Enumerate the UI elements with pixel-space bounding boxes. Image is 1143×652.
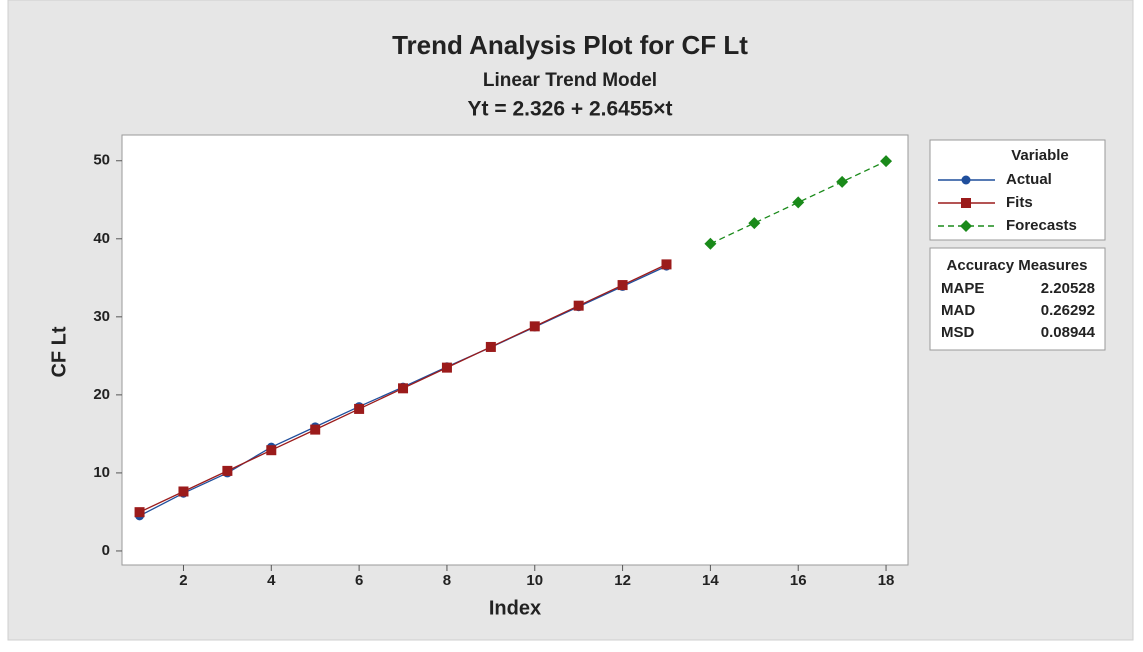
x-tick-label: 12: [614, 572, 631, 589]
chart-subtitle: Linear Trend Model: [483, 70, 657, 91]
x-axis-label: Index: [489, 597, 541, 619]
data-point: [704, 237, 717, 250]
legend-marker: [960, 220, 972, 232]
legend-label: Actual: [1006, 171, 1052, 188]
data-point: [354, 403, 365, 414]
measure-value: 0.08944: [1041, 324, 1096, 341]
x-tick-label: 18: [878, 572, 895, 589]
data-point: [266, 445, 277, 456]
measure-name: MSD: [941, 324, 975, 341]
legend-title: Variable: [1011, 147, 1069, 164]
data-point: [441, 362, 452, 373]
measure-value: 0.26292: [1041, 302, 1095, 319]
x-tick-label: 14: [702, 572, 719, 589]
data-point: [617, 280, 628, 291]
legend-label: Forecasts: [1006, 217, 1077, 234]
y-tick-label: 50: [93, 152, 110, 169]
y-tick-label: 20: [93, 386, 110, 403]
x-tick-label: 4: [267, 572, 276, 589]
measure-name: MAD: [941, 302, 975, 319]
x-tick-label: 8: [443, 572, 451, 589]
data-point: [661, 259, 672, 270]
data-point: [134, 507, 145, 518]
data-point: [310, 424, 321, 435]
legend-box: [929, 139, 1106, 241]
series-line: [710, 160, 887, 245]
y-tick-label: 40: [93, 230, 110, 247]
x-tick-label: 6: [355, 572, 363, 589]
x-tick-label: 16: [790, 572, 807, 589]
equation: Yt = 2.326 + 2.6455×t: [468, 98, 673, 121]
plot-area: [121, 134, 909, 566]
chart-title: Trend Analysis Plot for CF Lt: [392, 30, 748, 60]
legend-marker: [961, 198, 971, 208]
measure-value: 2.20528: [1041, 280, 1095, 297]
y-tick-label: 30: [93, 308, 110, 325]
legend-marker: [961, 175, 971, 185]
measure-name: MAPE: [941, 280, 984, 297]
y-tick-label: 10: [93, 464, 110, 481]
accuracy-box: [929, 247, 1106, 351]
data-point: [178, 486, 189, 497]
y-axis-label: CF Lt: [48, 326, 70, 377]
x-tick-label: 10: [526, 572, 543, 589]
data-point: [792, 196, 805, 209]
accuracy-title: Accuracy Measures: [947, 257, 1088, 274]
data-point: [222, 465, 233, 476]
data-point: [529, 321, 540, 332]
data-point: [880, 155, 893, 168]
data-point: [398, 383, 409, 394]
data-point: [573, 300, 584, 311]
data-point: [748, 217, 761, 230]
data-point: [485, 341, 496, 352]
legend-label: Fits: [1006, 194, 1033, 211]
data-point: [836, 175, 849, 188]
y-tick-label: 0: [102, 542, 110, 559]
x-tick-label: 2: [179, 572, 187, 589]
